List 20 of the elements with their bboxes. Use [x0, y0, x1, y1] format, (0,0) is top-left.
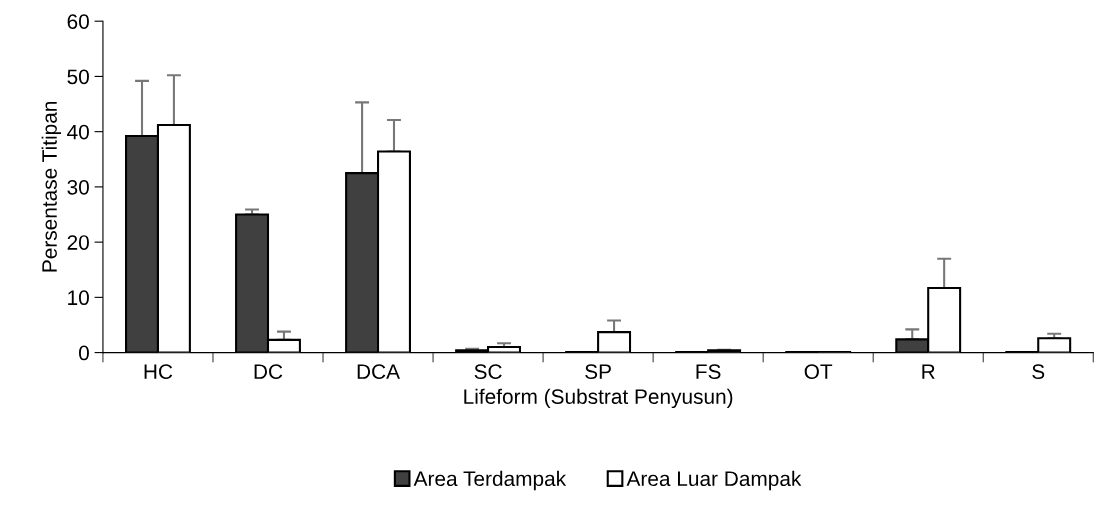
legend-label: Area Terdampak — [413, 470, 567, 491]
x-tick-label: OT — [804, 364, 833, 380]
x-axis-title: Lifeform (Substrat Penyusun) — [464, 388, 733, 409]
x-tick-label: HC — [144, 364, 173, 380]
y-axis-title: Persentase Titipan — [41, 101, 62, 272]
x-tick-label: DCA — [357, 364, 400, 380]
x-tick-label: FS — [696, 364, 721, 380]
x-tick-label: S — [1032, 364, 1045, 380]
x-tick-label: SC — [474, 364, 502, 380]
x-tick-label: R — [922, 364, 935, 379]
legend-label: Area Luar Dampak — [626, 470, 802, 491]
y-tick-label: 20 — [67, 235, 89, 250]
y-tick-label: 40 — [67, 124, 89, 140]
y-tick-label: 50 — [67, 69, 89, 85]
y-tick-label: 10 — [68, 290, 89, 306]
y-tick-label: 0 — [78, 345, 89, 361]
y-tick-label: 60 — [67, 14, 89, 29]
x-tick-label: DC — [254, 364, 283, 380]
x-tick-label: SP — [585, 364, 611, 380]
y-tick-label: 30 — [67, 179, 89, 195]
